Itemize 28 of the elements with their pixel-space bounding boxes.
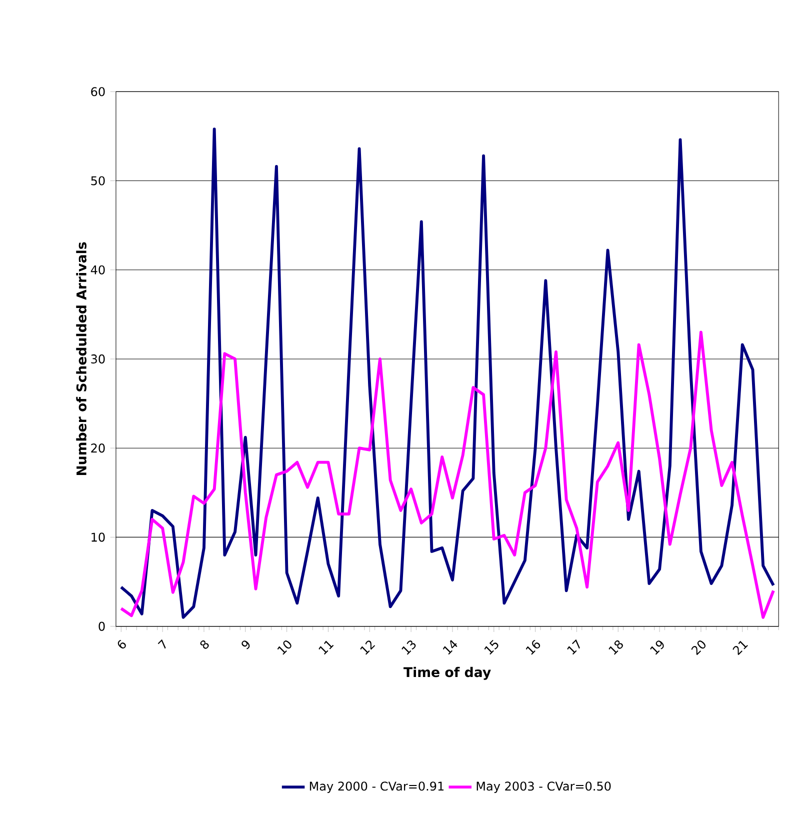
x-tick-label: 19 — [650, 640, 664, 655]
y-tick-label: 20 — [91, 444, 105, 453]
x-tick-label: 12 — [360, 640, 376, 655]
x-tick-label: 13 — [402, 640, 416, 655]
x-tick-label: 11 — [318, 640, 334, 655]
x-tick-label: 21 — [732, 640, 748, 656]
x-tick-label: 18 — [608, 640, 623, 655]
x-tick-label: 6 — [118, 640, 126, 649]
x-tick-label: 17 — [567, 639, 580, 655]
x-tick-label: 9 — [242, 640, 250, 650]
y-tick-label: 10 — [92, 532, 105, 542]
x-axis-title: Time of day — [404, 666, 491, 680]
y-axis-title: Number of Schedulded Arrivals — [76, 242, 86, 476]
legend-label: May 2003 - CVar=0.50 — [476, 782, 611, 793]
y-tick-label: 40 — [90, 265, 105, 274]
x-tick-label: 16 — [526, 640, 540, 655]
x-tick-label: 14 — [442, 640, 458, 655]
x-tick-label: 15 — [484, 640, 498, 655]
y-tick-label: 60 — [91, 87, 105, 96]
y-tick-label: 0 — [98, 622, 105, 631]
line-series — [120, 330, 775, 619]
x-tick-label: 7 — [158, 639, 166, 649]
y-tick-label: 30 — [91, 354, 105, 364]
y-tick-label: 50 — [91, 176, 105, 186]
x-tick-label: 8 — [200, 640, 209, 649]
x-tick-label: 10 — [277, 640, 292, 655]
x-tick-label: 20 — [691, 640, 706, 656]
legend-label: May 2000 - CVar=0.91 — [310, 782, 444, 793]
